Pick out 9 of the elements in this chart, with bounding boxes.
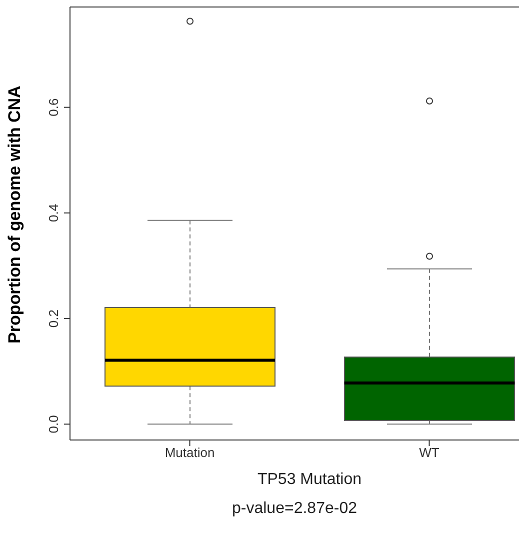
y-tick-label: 0.4 [46,204,61,222]
y-tick-label: 0.0 [46,415,61,434]
y-tick-label: 0.2 [46,310,61,328]
y-axis-title: Proportion of genome with CNA [5,86,24,344]
x-tick-label: WT [419,445,440,460]
x-axis-title: TP53 Mutation [257,471,362,488]
text: p-value=2.87e-02 [231,500,358,518]
y-tick-label: 0.6 [46,98,61,116]
x-tick-label: Mutation [164,445,215,460]
